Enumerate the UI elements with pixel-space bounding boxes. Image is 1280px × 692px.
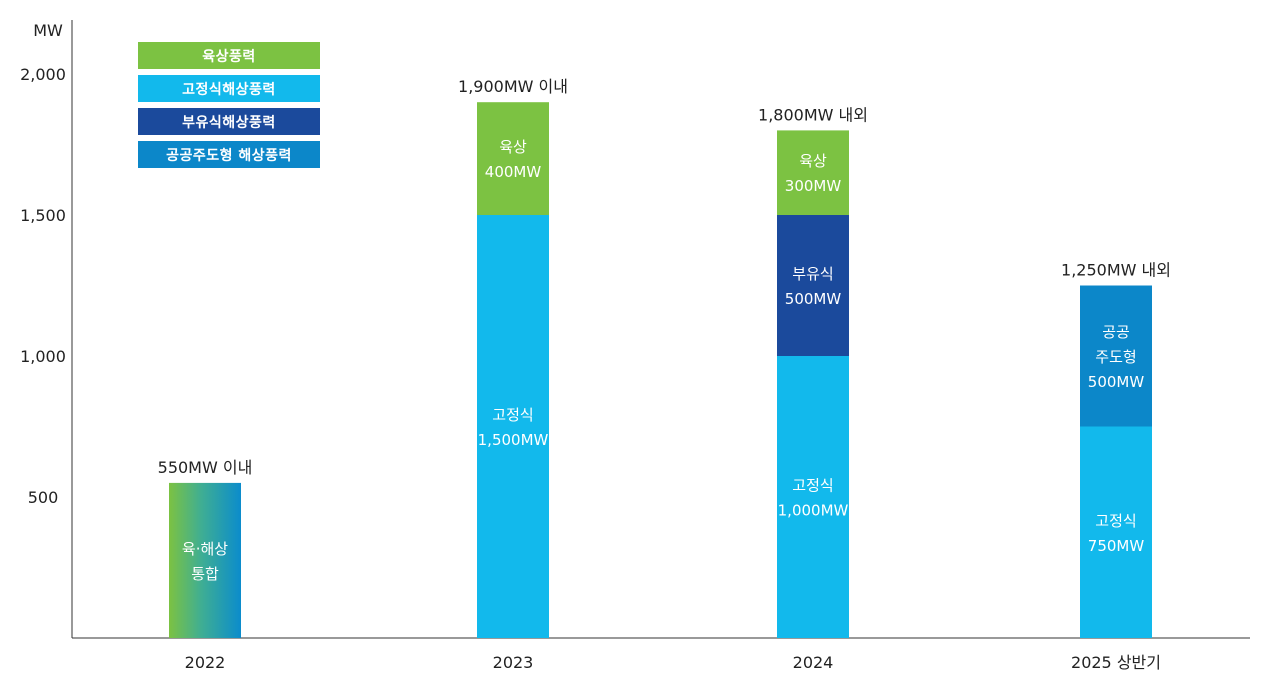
y-tick-label: 2,000: [20, 65, 66, 84]
x-tick-label: 2025 상반기: [1071, 653, 1161, 672]
bar-segment: [777, 356, 849, 638]
legend-item: 육상풍력: [138, 42, 320, 69]
segment-label: 1,000MW: [778, 502, 849, 520]
bar-segment: [477, 215, 549, 638]
bar-segment: [1080, 426, 1152, 638]
bar-total-label: 1,800MW 내외: [758, 105, 868, 124]
x-tick-label: 2023: [493, 653, 534, 672]
bar-segment: [169, 482, 241, 638]
legend-item: 고정식해상풍력: [138, 75, 320, 102]
segment-label: 고정식: [1095, 512, 1136, 530]
y-tick-label: 1,000: [20, 347, 66, 366]
bar-total-label: 1,900MW 이내: [458, 77, 568, 96]
segment-label: 부유식: [792, 265, 833, 283]
y-tick-label: 1,500: [20, 206, 66, 225]
segment-label: 육·해상: [182, 540, 228, 558]
x-tick-label: 2024: [793, 653, 834, 672]
segment-label: 육상: [499, 138, 527, 156]
y-tick-label: 500: [28, 488, 59, 507]
x-tick-label: 2022: [185, 653, 226, 672]
bar-total-label: 1,250MW 내외: [1061, 261, 1171, 280]
segment-label: 고정식: [492, 406, 533, 424]
segment-label: 500MW: [785, 290, 842, 308]
legend-item: 공공주도형 해상풍력: [138, 141, 320, 168]
legend-item: 부유식해상풍력: [138, 108, 320, 135]
segment-label: 500MW: [1088, 373, 1145, 391]
segment-label: 400MW: [485, 163, 542, 181]
segment-label: 육상: [799, 152, 827, 170]
segment-label: 1,500MW: [478, 431, 549, 449]
segment-label: 통합: [191, 565, 219, 583]
bar-segment: [777, 215, 849, 356]
y-axis-label: MW: [33, 21, 63, 40]
bar-total-label: 550MW 이내: [158, 458, 253, 477]
segment-label: 공공: [1102, 323, 1130, 341]
bar-segment: [777, 130, 849, 215]
segment-label: 300MW: [785, 177, 842, 195]
segment-label: 고정식: [792, 477, 833, 495]
bar-segment: [1080, 285, 1152, 427]
bar-segment: [477, 102, 549, 215]
segment-label: 주도형: [1095, 348, 1136, 366]
segment-label: 750MW: [1088, 537, 1145, 555]
